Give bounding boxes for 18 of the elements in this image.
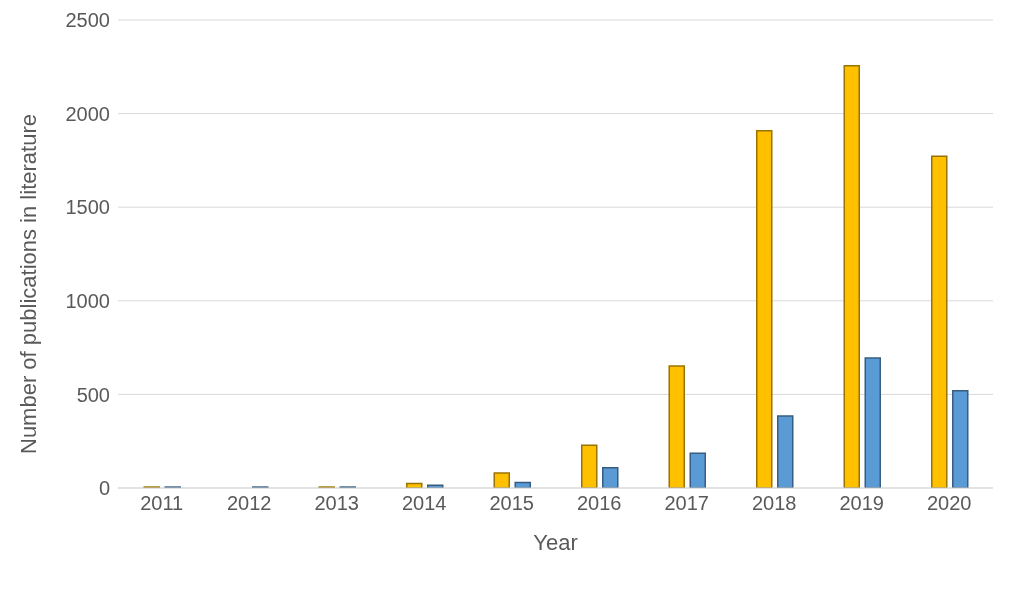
x-tick-label: 2020	[927, 492, 972, 515]
y-tick-label: 2500	[65, 9, 110, 32]
x-tick-label: 2012	[227, 492, 272, 515]
x-axis-title: Year	[533, 530, 578, 555]
y-axis-title: Number of publications in literature	[15, 114, 41, 454]
y-tick-label: 500	[76, 383, 110, 406]
x-tick-label: 2017	[664, 492, 709, 515]
x-tick-label: 2013	[314, 492, 359, 515]
x-tick-label: 2014	[402, 492, 447, 515]
y-tick-label: 1000	[65, 289, 110, 312]
x-tick-label: 2016	[577, 492, 622, 515]
x-tick-label: 2019	[839, 492, 884, 515]
x-tick-label: 2018	[752, 492, 797, 515]
y-tick-label: 0	[98, 477, 110, 500]
y-tick-label: 2000	[65, 102, 110, 125]
x-tick-label: 2015	[489, 492, 534, 515]
x-tick-label: 2011	[140, 492, 184, 515]
y-tick-label: 1500	[65, 196, 110, 219]
